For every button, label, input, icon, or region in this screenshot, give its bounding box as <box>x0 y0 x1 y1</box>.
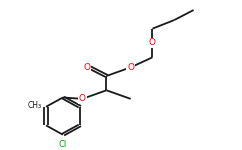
Text: Cl: Cl <box>59 140 67 149</box>
Text: O: O <box>127 63 134 72</box>
Text: O: O <box>84 63 91 72</box>
Text: CH₃: CH₃ <box>28 101 42 110</box>
Text: O: O <box>149 39 156 48</box>
Text: O: O <box>79 94 86 103</box>
